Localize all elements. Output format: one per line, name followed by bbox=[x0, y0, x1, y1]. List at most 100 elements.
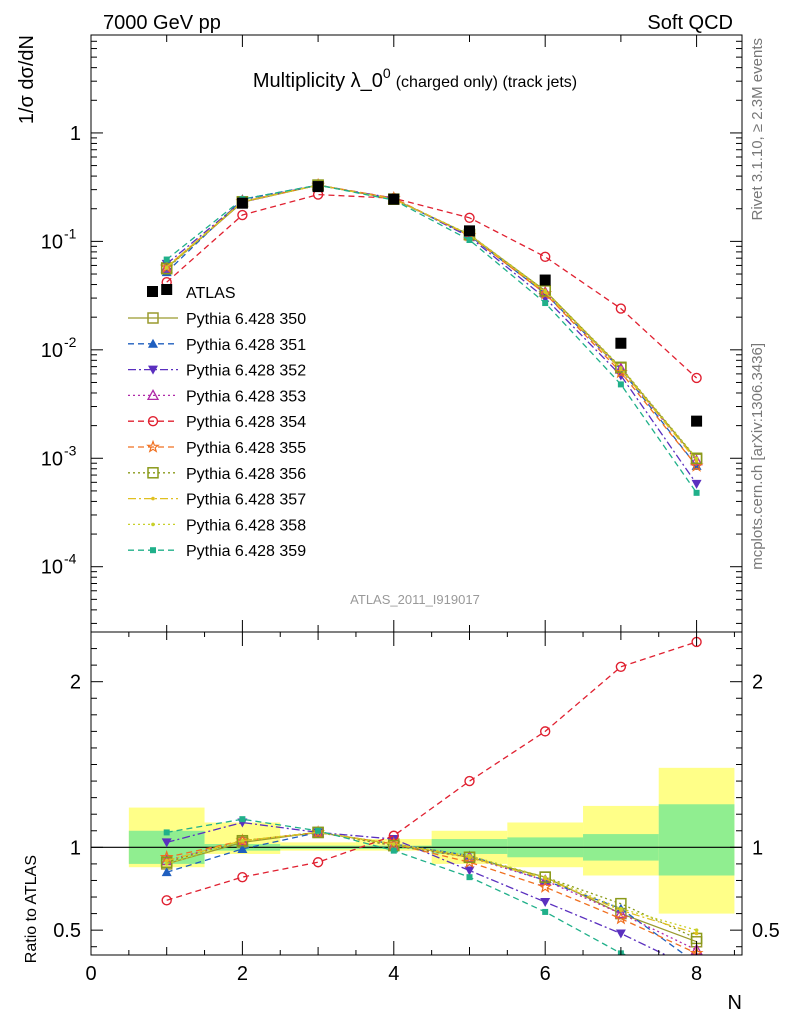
legend-entry-label: Pythia 6.428 357 bbox=[186, 492, 306, 509]
ratio-panel: 0.5 0.5 1 1 2 2 0 2 4 6 8 N Ratio to ATLAS bbox=[23, 631, 780, 1014]
legend: ATLAS Pythia 6.428 350 Pythia 6.428 351 Pyt… bbox=[128, 285, 306, 560]
ratio-y-tick-label: 2 bbox=[70, 672, 81, 694]
legend-entry-label: Pythia 6.428 351 bbox=[186, 337, 306, 354]
legend-entry-label: Pythia 6.428 355 bbox=[186, 440, 306, 457]
legend-marker bbox=[148, 338, 158, 348]
ratio-series-point bbox=[164, 858, 169, 863]
main-y-tick-label: 10 bbox=[41, 340, 63, 362]
main-series-point bbox=[694, 456, 699, 461]
ratio-series-point bbox=[539, 871, 551, 883]
chart-title: Multiplicity λ_00 (charged only) (track j… bbox=[253, 65, 577, 92]
main-series-point bbox=[693, 489, 700, 496]
atlas-data-point bbox=[463, 225, 475, 237]
main-series-point bbox=[615, 361, 627, 374]
ratio-series-point bbox=[689, 945, 704, 955]
ratio-series-point bbox=[315, 827, 322, 834]
ratio-series-point bbox=[542, 908, 549, 915]
atlas-data-point bbox=[236, 197, 248, 209]
ratio-series-point bbox=[694, 931, 699, 936]
main-series-line bbox=[166, 193, 698, 379]
main-series-point bbox=[690, 452, 703, 465]
legend-marker bbox=[151, 522, 155, 527]
analysis-watermark: ATLAS_2011_I919017 bbox=[350, 592, 480, 607]
ratio-series-point bbox=[237, 871, 248, 883]
legend-marker bbox=[148, 365, 158, 375]
ratio-series-point bbox=[619, 906, 623, 911]
legend-entry-label: Pythia 6.428 354 bbox=[186, 414, 306, 431]
ratio-x-tick-label: 6 bbox=[540, 963, 551, 985]
ratio-series-point bbox=[391, 842, 396, 846]
main-series-point bbox=[691, 372, 702, 384]
main-series-line bbox=[166, 184, 698, 494]
ratio-series-line bbox=[166, 818, 629, 955]
header-right-label: Soft QCD bbox=[647, 12, 733, 34]
legend-marker bbox=[150, 547, 156, 554]
atlas-data-point bbox=[388, 193, 400, 205]
ratio-series-point bbox=[615, 929, 626, 939]
main-y-tick-exponent: -2 bbox=[64, 334, 77, 350]
legend-entry-label: Pythia 6.428 352 bbox=[186, 363, 306, 380]
main-series-line bbox=[166, 184, 698, 462]
legend-marker bbox=[147, 467, 159, 479]
main-series-point bbox=[539, 251, 551, 263]
ratio-series-point bbox=[164, 862, 169, 866]
ratio-series-line bbox=[166, 641, 697, 901]
main-y-axis-label: 1/σ dσ/dN bbox=[16, 35, 38, 124]
main-series-point bbox=[237, 209, 248, 221]
legend-marker bbox=[146, 389, 160, 401]
ratio-y-tick-label-right: 1 bbox=[752, 837, 763, 859]
main-series-point bbox=[160, 262, 173, 275]
ratio-stat-band bbox=[431, 839, 508, 854]
ratio-series-point bbox=[614, 911, 628, 925]
main-series-point bbox=[691, 479, 702, 489]
ratio-series-point bbox=[237, 843, 248, 853]
main-y-tick-exponent: -4 bbox=[64, 551, 77, 567]
ratio-series-point bbox=[694, 928, 699, 932]
main-y-tick-label: 10 bbox=[41, 448, 63, 470]
atlas-data-point bbox=[161, 283, 173, 295]
legend-atlas-label: ATLAS bbox=[186, 285, 236, 302]
header-left-label: 7000 GeV pp bbox=[103, 12, 221, 34]
chart-title-suffix: (charged only) (track jets) bbox=[396, 74, 577, 91]
main-series-point bbox=[689, 458, 704, 472]
ratio-series-point bbox=[462, 854, 477, 869]
legend-entry-label: Pythia 6.428 358 bbox=[186, 517, 306, 534]
main-series-line bbox=[166, 184, 698, 459]
ratio-y-axis-label: Ratio to ATLAS bbox=[23, 855, 40, 963]
source-label: mcplots.cern.ch [arXiv:1306.3436] bbox=[749, 343, 766, 570]
main-series-point bbox=[539, 285, 551, 297]
ratio-series-point bbox=[240, 838, 245, 843]
ratio-series-point bbox=[163, 829, 170, 836]
ratio-series-point bbox=[161, 895, 172, 906]
legend-entry-label: Pythia 6.428 350 bbox=[186, 311, 306, 328]
ratio-series-group bbox=[159, 636, 704, 955]
main-series-point bbox=[542, 300, 549, 307]
ratio-series-point bbox=[615, 661, 627, 672]
ratio-series-point bbox=[161, 867, 172, 877]
ratio-series-point bbox=[312, 857, 324, 868]
main-series-point bbox=[615, 303, 627, 314]
ratio-x-tick-label: 0 bbox=[85, 963, 96, 985]
ratio-series-line bbox=[166, 831, 697, 931]
ratio-x-tick-label: 4 bbox=[388, 963, 399, 985]
ratio-series-point bbox=[463, 851, 476, 864]
legend-marker bbox=[147, 312, 159, 324]
ratio-stat-band bbox=[658, 804, 735, 876]
legend-marker bbox=[147, 416, 159, 427]
main-series-point bbox=[617, 381, 624, 388]
main-series-point bbox=[466, 236, 473, 243]
ratio-x-tick-label: 2 bbox=[237, 963, 248, 985]
ratio-series-point bbox=[538, 879, 553, 893]
ratio-series-point bbox=[161, 838, 172, 848]
main-series-point bbox=[690, 454, 703, 466]
legend-atlas-marker bbox=[147, 286, 158, 297]
ratio-series-point bbox=[464, 775, 475, 787]
main-series-point bbox=[543, 289, 547, 293]
ratio-series-point bbox=[239, 816, 246, 823]
rivet-version-label: Rivet 3.1.10, ≥ 2.3M events bbox=[749, 38, 766, 221]
main-series-point bbox=[163, 256, 170, 263]
ratio-series-point bbox=[466, 874, 473, 881]
ratio-series-point bbox=[235, 833, 250, 847]
